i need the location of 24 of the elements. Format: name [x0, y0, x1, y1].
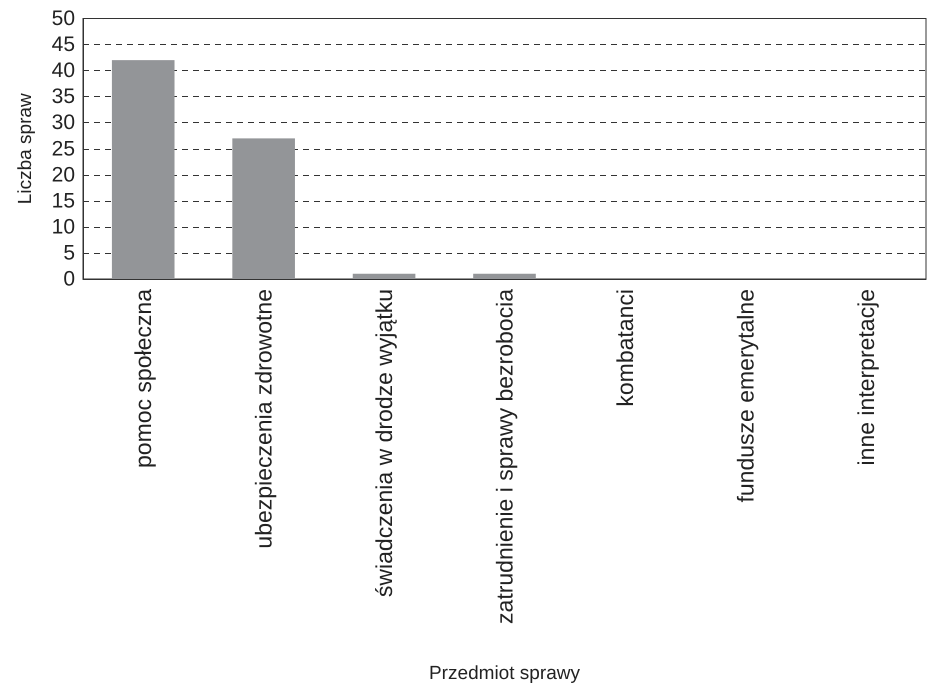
y-tick-label: 35: [52, 85, 75, 108]
x-tick-label: fundusze emerytalne: [732, 289, 758, 503]
y-tick-label: 20: [52, 163, 75, 186]
x-axis-title: Przedmiot sprawy: [429, 663, 580, 684]
x-tick-label: ubezpieczenia zdrowotne: [250, 289, 277, 549]
y-tick-label: 5: [63, 241, 75, 264]
y-axis-title: Liczba spraw: [15, 93, 36, 204]
bar: [473, 274, 536, 279]
y-tick-label: 45: [52, 33, 75, 56]
y-tick-label: 40: [52, 59, 75, 82]
y-tick-label: 10: [52, 215, 75, 238]
y-tick-label: 50: [52, 7, 75, 30]
x-tick-label: zatrudnienie i sprawy bezrobocia: [492, 288, 518, 624]
y-tick-label: 0: [63, 268, 75, 290]
x-tick-label: pomoc społeczna: [130, 288, 156, 468]
y-tick-label: 30: [52, 111, 75, 134]
bar: [232, 138, 295, 279]
x-tick-label: świadczenia w drodze wyjątku: [371, 289, 398, 598]
bar: [352, 274, 416, 279]
x-tick-label: inne interpretacje: [852, 289, 879, 466]
x-tick-label: kombatanci: [612, 289, 638, 407]
y-tick-label: 25: [52, 137, 75, 160]
y-tick-label: 15: [52, 189, 75, 212]
bar: [112, 60, 175, 279]
